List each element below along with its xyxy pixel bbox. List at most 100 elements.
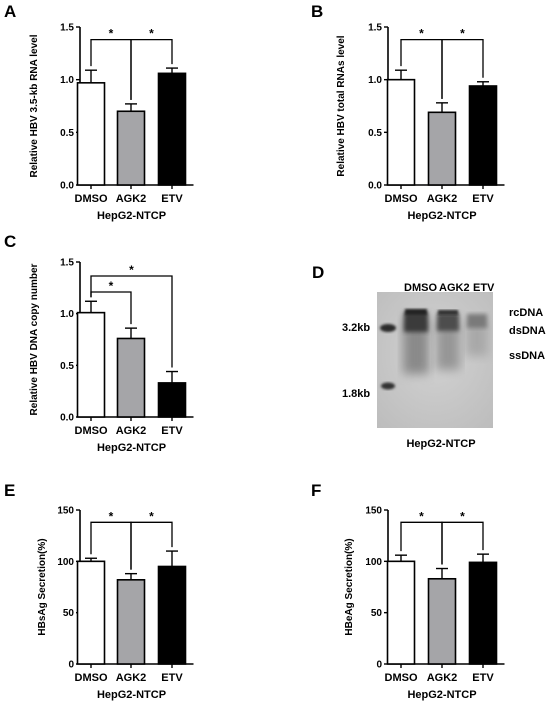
chart-b-bar-agk2 [427, 111, 457, 186]
panel-letter-e: E [4, 481, 15, 500]
chart-c-y-tick-label: 0.0 [60, 413, 74, 424]
marker-band-1-8kb [381, 382, 395, 390]
chart-b-significance-bracket [441, 38, 484, 99]
chart-b-significance-star: * [419, 27, 424, 41]
chart-b-x-axis-label: HepG2-NTCP [407, 210, 476, 222]
chart-f-x-axis-label: HepG2-NTCP [407, 689, 476, 701]
chart-f-y-tick-label: 150 [365, 506, 382, 517]
blot-lane-agk2: AGK2 [439, 282, 470, 294]
agk2-lane-upper [437, 313, 459, 331]
chart-e-y-tick-label: 50 [63, 608, 75, 619]
chart-a-bar-dmso [76, 82, 106, 186]
chart-e-category-label: ETV [161, 672, 183, 684]
chart-a-bar-agk2 [116, 110, 146, 186]
chart-b-significance-star: * [460, 27, 465, 41]
panel-letter-a: A [4, 2, 16, 21]
chart-e-bar-agk2 [116, 579, 146, 665]
chart-b-relative-total-rnas: 0.0 0.5 1.0 1.5 DMSO AGK2 ETV * * HepG2-NTCP Relat… [336, 23, 505, 222]
chart-b-y-tick-label: 1.5 [368, 23, 382, 34]
marker-band-3-2kb [380, 324, 396, 332]
chart-c-bar-agk2 [116, 337, 146, 418]
band-label-rcdna: rcDNA [509, 307, 543, 319]
chart-e-y-tick-label: 0 [68, 660, 74, 671]
chart-a-x-axis-label: HepG2-NTCP [97, 210, 166, 222]
chart-a-y-axis-label: Relative HBV 3.5-kb RNA level [29, 34, 40, 177]
chart-c-category-label: DMSO [75, 425, 108, 437]
blot-lane-etv: ETV [473, 282, 495, 294]
chart-e-significance-bracket [130, 521, 173, 570]
blot-lane-dmso: DMSO [404, 282, 437, 294]
marker-label-3-2kb: 3.2kb [342, 322, 370, 334]
panel-letter-d: D [312, 263, 324, 282]
chart-a-y-tick-label: 0.0 [60, 181, 74, 192]
chart-e-x-axis-label: HepG2-NTCP [97, 689, 166, 701]
chart-f-significance-bracket [400, 521, 443, 565]
chart-c-category-label: AGK2 [116, 425, 147, 437]
chart-c-bar-etv [157, 382, 187, 418]
chart-e-hbsag-secretion: 0 50 100 150 DMSO AGK2 ETV * * HepG2-NTCP HBsAg Se… [37, 506, 194, 701]
chart-f-category-label: AGK2 [427, 672, 458, 684]
chart-c-y-axis-label: Relative HBV DNA copy number [29, 263, 40, 415]
chart-a-significance-star: * [109, 27, 114, 41]
chart-c-significance-star: * [129, 263, 134, 277]
chart-a-category-label: AGK2 [116, 193, 147, 205]
band-label-ssdna: ssDNA [509, 350, 545, 362]
chart-e-category-label: DMSO [75, 672, 108, 684]
chart-c-significance-star: * [109, 279, 114, 293]
chart-b-category-label: AGK2 [427, 193, 458, 205]
chart-f-y-tick-label: 100 [365, 557, 382, 568]
chart-b-category-label: ETV [472, 193, 494, 205]
blot-x-axis-label: HepG2-NTCP [406, 438, 475, 450]
panel-letter-b: B [311, 2, 323, 21]
chart-c-bar-dmso [76, 311, 106, 418]
chart-a-y-tick-label: 1.0 [60, 75, 74, 86]
band-label-dsdna: dsDNA [509, 325, 546, 337]
chart-c-x-axis-label: HepG2-NTCP [97, 442, 166, 454]
chart-c-significance-bracket [90, 275, 173, 368]
marker-label-1-8kb: 1.8kb [342, 388, 370, 400]
chart-e-y-tick-label: 150 [57, 506, 74, 517]
blot-membrane [377, 292, 493, 428]
chart-c-y-tick-label: 1.5 [60, 258, 74, 269]
chart-e-bar-dmso [76, 560, 106, 665]
dmso-lane-upper [404, 312, 428, 332]
chart-f-y-axis-label: HBeAg Secretion(%) [344, 538, 355, 635]
chart-f-significance-bracket [441, 521, 484, 565]
chart-c-y-tick-label: 1.0 [60, 309, 74, 320]
chart-f-hbeag-secretion: 0 50 100 150 DMSO AGK2 ETV * * HepG2-NTCP HBeAg Se… [344, 506, 505, 701]
chart-f-bar-etv [468, 561, 498, 665]
chart-f-y-tick-label: 50 [371, 608, 383, 619]
chart-f-significance-star: * [419, 509, 424, 523]
chart-b-bar-dmso [386, 78, 416, 186]
chart-e-category-label: AGK2 [116, 672, 147, 684]
chart-a-relative-3-5kb-rna: 0.0 0.5 1.0 1.5 DMSO AGK2 ETV * * HepG2-NTCP Relat… [29, 23, 194, 222]
chart-b-y-tick-label: 0.5 [368, 128, 382, 139]
chart-a-y-tick-label: 1.5 [60, 23, 74, 34]
etv-lane-smear [466, 320, 488, 356]
chart-e-bar-etv [157, 565, 187, 665]
chart-a-category-label: ETV [161, 193, 183, 205]
chart-f-bar-dmso [386, 560, 416, 665]
southern-blot-panel [377, 292, 493, 428]
chart-b-y-tick-label: 0.0 [368, 181, 382, 192]
chart-b-bar-etv [468, 85, 498, 186]
chart-a-significance-star: * [149, 27, 154, 41]
etv-lane-upper [467, 314, 487, 328]
chart-b-y-tick-label: 1.0 [368, 75, 382, 86]
chart-a-category-label: DMSO [75, 193, 108, 205]
dmso-lane-top-band [405, 309, 427, 315]
chart-e-y-axis-label: HBsAg Secretion(%) [37, 538, 48, 635]
chart-b-y-axis-label: Relative HBV total RNAs level [336, 35, 347, 176]
chart-f-y-tick-label: 0 [376, 660, 382, 671]
panel-letter-f: F [311, 481, 321, 500]
chart-f-significance-star: * [460, 509, 465, 523]
chart-f-category-label: ETV [472, 672, 494, 684]
chart-e-y-tick-label: 100 [57, 557, 74, 568]
chart-c-relative-dna-copy-number: 0.0 0.5 1.0 1.5 DMSO AGK2 ETV * * HepG2-NTCP Relat… [29, 258, 194, 454]
chart-e-significance-star: * [109, 509, 114, 523]
chart-f-category-label: DMSO [385, 672, 418, 684]
chart-a-significance-bracket [130, 38, 173, 100]
chart-a-y-tick-label: 0.5 [60, 128, 74, 139]
chart-a-bar-etv [157, 72, 187, 186]
chart-c-y-tick-label: 0.5 [60, 361, 74, 372]
